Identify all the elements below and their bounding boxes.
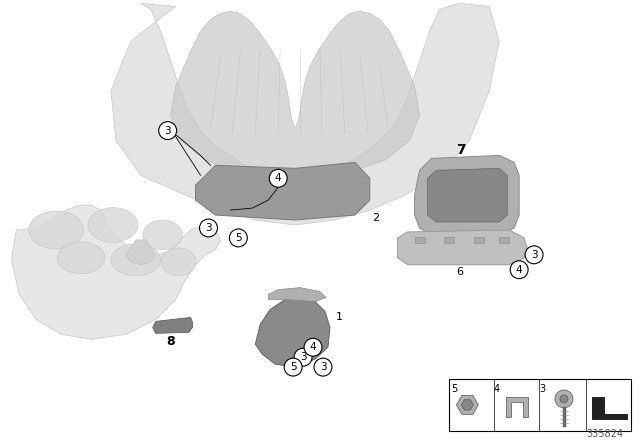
- Text: 3: 3: [300, 352, 307, 362]
- Polygon shape: [397, 230, 527, 265]
- Ellipse shape: [111, 244, 161, 276]
- Text: 5: 5: [451, 384, 458, 394]
- Bar: [415, 237, 424, 243]
- Text: 4: 4: [493, 384, 499, 394]
- Bar: [444, 237, 454, 243]
- Circle shape: [314, 358, 332, 376]
- Polygon shape: [255, 297, 330, 367]
- Text: 8: 8: [166, 335, 175, 348]
- Polygon shape: [428, 168, 507, 222]
- Text: 6: 6: [456, 267, 463, 277]
- Circle shape: [560, 395, 568, 403]
- Circle shape: [294, 348, 312, 366]
- Polygon shape: [171, 11, 420, 178]
- Bar: [499, 237, 509, 243]
- Bar: [449, 379, 630, 431]
- Ellipse shape: [161, 248, 196, 276]
- Polygon shape: [268, 288, 326, 302]
- Text: 3: 3: [531, 250, 538, 260]
- Text: 7: 7: [456, 143, 466, 157]
- Circle shape: [304, 338, 322, 356]
- Text: 4: 4: [516, 265, 522, 275]
- Circle shape: [269, 169, 287, 187]
- Polygon shape: [12, 205, 220, 339]
- Text: 4: 4: [310, 342, 316, 352]
- Polygon shape: [592, 397, 627, 419]
- Ellipse shape: [29, 211, 84, 249]
- Text: 3: 3: [319, 362, 326, 372]
- Text: 3: 3: [539, 384, 545, 394]
- Circle shape: [229, 229, 247, 247]
- Bar: [474, 237, 484, 243]
- Polygon shape: [111, 4, 499, 225]
- Text: 5: 5: [235, 233, 242, 243]
- Ellipse shape: [57, 242, 105, 274]
- Text: 3: 3: [205, 223, 212, 233]
- Ellipse shape: [88, 207, 138, 242]
- Polygon shape: [196, 162, 370, 220]
- Circle shape: [510, 261, 528, 279]
- Polygon shape: [126, 240, 156, 265]
- Text: 4: 4: [275, 173, 282, 183]
- Circle shape: [284, 358, 302, 376]
- Text: 1: 1: [336, 312, 343, 323]
- Circle shape: [200, 219, 218, 237]
- Circle shape: [555, 390, 573, 408]
- Polygon shape: [415, 155, 519, 235]
- Text: 335824: 335824: [587, 429, 623, 439]
- Text: 5: 5: [290, 362, 296, 372]
- Polygon shape: [506, 397, 528, 417]
- Ellipse shape: [143, 220, 182, 250]
- Text: 2: 2: [372, 213, 379, 223]
- Text: 3: 3: [164, 125, 171, 136]
- Polygon shape: [461, 400, 474, 410]
- Circle shape: [525, 246, 543, 264]
- Polygon shape: [153, 318, 193, 333]
- Polygon shape: [456, 396, 478, 414]
- Circle shape: [159, 122, 177, 139]
